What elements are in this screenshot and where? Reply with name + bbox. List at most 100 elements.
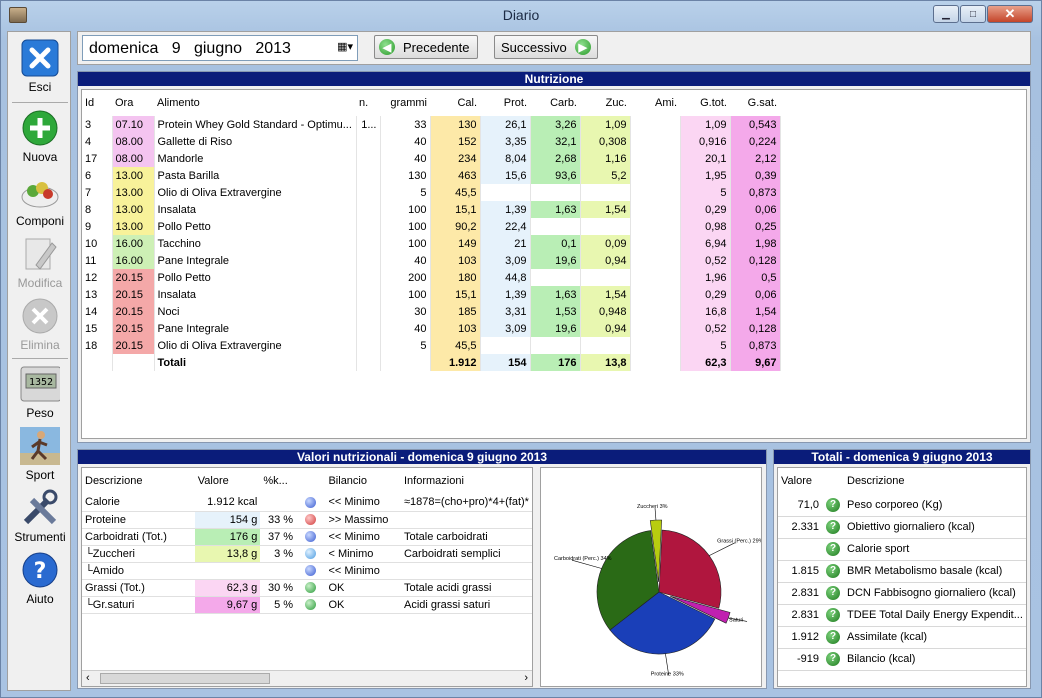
table-row[interactable]: ? Calorie sport <box>778 538 1026 561</box>
help-icon[interactable]: ? <box>826 608 840 622</box>
table-cell: 1,39 <box>480 201 531 218</box>
calendar-dropdown-icon[interactable]: ▦▾ <box>337 41 353 53</box>
column-header[interactable] <box>296 468 325 494</box>
column-header[interactable]: Prot. <box>503 97 527 109</box>
column-header[interactable]: Id <box>85 97 95 109</box>
close-window-button[interactable]: ✕ <box>987 5 1033 23</box>
table-row[interactable]: 4 08.00 Gallette di Riso 40 152 3,35 32,1 0,308… <box>82 133 781 150</box>
column-header[interactable]: grammi <box>390 97 427 109</box>
table-row[interactable]: 71,0? Peso corporeo (Kg) <box>778 494 1026 517</box>
column-header[interactable]: G.tot. <box>700 97 727 109</box>
table-row[interactable]: 7 13.00 Olio di Oliva Extravergine 5 45,5 5 0,… <box>82 184 781 201</box>
column-header[interactable]: %k... <box>263 475 288 487</box>
sidebar-peso-button[interactable]: 1352 Peso <box>8 364 72 420</box>
column-header[interactable]: n. <box>359 97 369 109</box>
column-header[interactable]: Cal. <box>457 97 477 109</box>
table-cell: 0,29 <box>680 286 731 303</box>
table-cell <box>630 303 681 320</box>
status-dot-icon <box>305 514 317 526</box>
table-row[interactable]: -919? Bilancio (kcal) <box>778 648 1026 671</box>
help-icon[interactable]: ? <box>826 497 840 512</box>
table-row[interactable]: 1.912? Assimilate (kcal) <box>778 626 1026 649</box>
table-cell <box>630 235 681 252</box>
sidebar-modifica-button[interactable]: Modifica <box>8 234 72 290</box>
table-cell <box>630 150 681 167</box>
column-header[interactable]: Alimento <box>157 97 200 109</box>
help-icon[interactable]: ? <box>826 542 840 556</box>
table-row[interactable]: 17 08.00 Mandorle 40 234 8,04 2,68 1,16 20,1 2,12 <box>82 150 781 167</box>
table-cell: 100 <box>380 201 431 218</box>
column-header[interactable]: Valore <box>781 475 812 487</box>
sidebar-esci-button[interactable]: Esci <box>8 38 72 94</box>
table-row[interactable]: Grassi (Tot.) 62,3 g 30 % OK Totale acidi gr… <box>82 579 532 597</box>
column-header[interactable]: Carb. <box>550 97 577 109</box>
total-value: 1.815 <box>778 560 822 583</box>
scroll-left-icon[interactable]: ‹ <box>86 672 90 684</box>
table-cell <box>356 337 381 354</box>
help-icon[interactable]: ? <box>826 520 840 534</box>
table-row[interactable]: └Amido << Minimo <box>82 562 532 580</box>
help-icon[interactable]: ? <box>826 652 840 666</box>
help-icon[interactable]: ? <box>826 564 840 578</box>
column-header[interactable]: Descrizione <box>847 475 905 487</box>
table-row[interactable]: 3 07.10 Protein Whey Gold Standard - Optim… <box>82 116 781 133</box>
sidebar-sport-button[interactable]: Sport <box>8 426 72 482</box>
table-cell: 13.00 <box>112 184 155 201</box>
column-header[interactable]: G.sat. <box>747 97 777 109</box>
table-row[interactable]: 2.831? DCN Fabbisogno giornaliero (kcal) <box>778 582 1026 605</box>
column-header[interactable]: Informazioni <box>403 475 464 487</box>
table-cell: 1,95 <box>680 167 731 184</box>
sidebar-elimina-button[interactable]: Elimina <box>8 296 72 352</box>
table-row[interactable]: 18 20.15 Olio di Oliva Extravergine 5 45,5 5 0… <box>82 337 781 354</box>
values-horizontal-scrollbar[interactable]: ‹ › <box>82 670 532 686</box>
value-percent <box>260 494 297 512</box>
table-row[interactable]: 2.331? Obiettivo giornaliero (kcal) <box>778 516 1026 539</box>
table-row[interactable]: 2.831? TDEE Total Daily Energy Expendit..… <box>778 604 1026 627</box>
sidebar-nuova-button[interactable]: Nuova <box>8 108 72 164</box>
scroll-right-icon[interactable]: › <box>524 672 528 684</box>
help-icon[interactable]: ? <box>826 586 840 600</box>
table-row[interactable]: Proteine 154 g 33 % >> Massimo <box>82 511 532 529</box>
table-row[interactable]: 1.815? BMR Metabolismo basale (kcal) <box>778 560 1026 583</box>
table-cell: 22,4 <box>480 218 531 235</box>
column-header[interactable]: Valore <box>197 475 229 487</box>
table-row[interactable]: 6 13.00 Pasta Barilla 130 463 15,6 93,6 5,2 1,95… <box>82 167 781 184</box>
values-grid[interactable]: Descrizione Valore %k... Bilancio Informazio… <box>81 467 533 687</box>
table-row[interactable]: 12 20.15 Pollo Petto 200 180 44,8 1,96 0,5 <box>82 269 781 286</box>
date-weekday: domenica <box>89 40 159 57</box>
sidebar-strumenti-button[interactable]: Strumenti <box>8 488 72 544</box>
successivo-button[interactable]: Successivo ▶ <box>494 35 598 59</box>
table-cell: 20.15 <box>112 269 155 286</box>
total-cell: 176 <box>530 354 581 371</box>
sidebar-aiuto-button[interactable]: ? Aiuto <box>8 550 72 606</box>
column-header[interactable]: Bilancio <box>328 475 367 487</box>
help-icon[interactable]: ? <box>826 630 840 644</box>
table-row[interactable]: 9 13.00 Pollo Petto 100 90,2 22,4 0,98 0,25 <box>82 218 781 235</box>
table-row[interactable]: 15 20.15 Pane Integrale 40 103 3,09 19,6 0,94 0,… <box>82 320 781 337</box>
nutrition-grid[interactable]: Id Ora Alimento n. grammi Cal. Prot. Carb. Zuc. A… <box>81 89 1027 439</box>
totals-table: Valore Descrizione 71,0? Peso corporeo (Kg… <box>778 468 1026 671</box>
maximize-button[interactable]: □ <box>960 5 986 23</box>
table-row[interactable]: 10 16.00 Tacchino 100 149 21 0,1 0,09 6,94 1,98 <box>82 235 781 252</box>
column-header[interactable]: Ora <box>115 97 134 109</box>
table-row[interactable]: Calorie 1.912 kcal << Minimo ≈1878=(cho+pro… <box>82 494 532 512</box>
table-row[interactable]: Carboidrati (Tot.) 176 g 37 % << Minimo Tota… <box>82 528 532 546</box>
table-row[interactable]: 13 20.15 Insalata 100 15,1 1,39 1,63 1,54 0,29 0,… <box>82 286 781 303</box>
column-header[interactable]: Ami. <box>655 97 677 109</box>
table-row[interactable]: 8 13.00 Insalata 100 15,1 1,39 1,63 1,54 0,29 0,0… <box>82 201 781 218</box>
precedente-button[interactable]: ◀ Precedente <box>374 35 478 59</box>
table-cell <box>356 201 381 218</box>
table-row[interactable]: 14 20.15 Noci 30 185 3,31 1,53 0,948 16,8 1,54 <box>82 303 781 320</box>
table-cell: 1,98 <box>730 235 781 252</box>
table-row[interactable]: 11 16.00 Pane Integrale 40 103 3,09 19,6 0,94 0,… <box>82 252 781 269</box>
sidebar-componi-button[interactable]: Componi <box>8 172 72 228</box>
column-header[interactable]: Descrizione <box>85 475 143 487</box>
totals-panel: Totali - domenica 9 giugno 2013 Valore De… <box>773 449 1031 689</box>
date-picker[interactable]: domenica 9 giugno 2013 ▦▾ <box>82 35 358 61</box>
minimize-button[interactable]: ▁ <box>933 5 959 23</box>
totals-grid[interactable]: Valore Descrizione 71,0? Peso corporeo (Kg… <box>777 467 1027 687</box>
column-header[interactable]: Zuc. <box>605 97 627 109</box>
table-cell <box>356 320 381 337</box>
